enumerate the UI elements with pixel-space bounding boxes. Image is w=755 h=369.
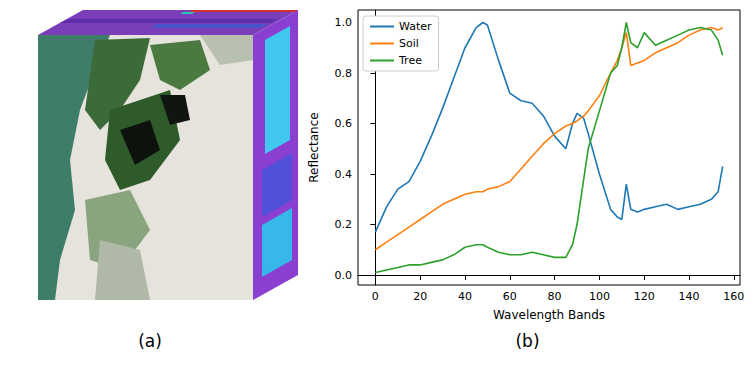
svg-text:Wavelength Bands: Wavelength Bands (493, 308, 605, 322)
svg-text:60: 60 (503, 290, 517, 303)
svg-text:0.6: 0.6 (335, 117, 353, 130)
svg-text:120: 120 (634, 290, 655, 303)
svg-text:Reflectance: Reflectance (307, 112, 321, 182)
svg-text:0.4: 0.4 (335, 168, 353, 181)
svg-text:100: 100 (589, 290, 610, 303)
svg-text:0.0: 0.0 (335, 269, 353, 282)
svg-text:1.0: 1.0 (335, 16, 353, 29)
svg-text:Water: Water (399, 20, 432, 33)
html-text:(a): (a) (138, 331, 162, 351)
svg-text:20: 20 (413, 290, 427, 303)
svg-text:0: 0 (372, 290, 379, 303)
svg-text:Soil: Soil (399, 37, 419, 50)
html-text:(b): (b) (515, 331, 540, 351)
svg-text:40: 40 (458, 290, 472, 303)
svg-text:160: 160 (723, 290, 744, 303)
svg-text:0.2: 0.2 (335, 218, 353, 231)
svg-text:Tree: Tree (398, 54, 422, 67)
svg-text:140: 140 (679, 290, 700, 303)
svg-text:80: 80 (548, 290, 562, 303)
svg-text:0.8: 0.8 (335, 67, 353, 80)
